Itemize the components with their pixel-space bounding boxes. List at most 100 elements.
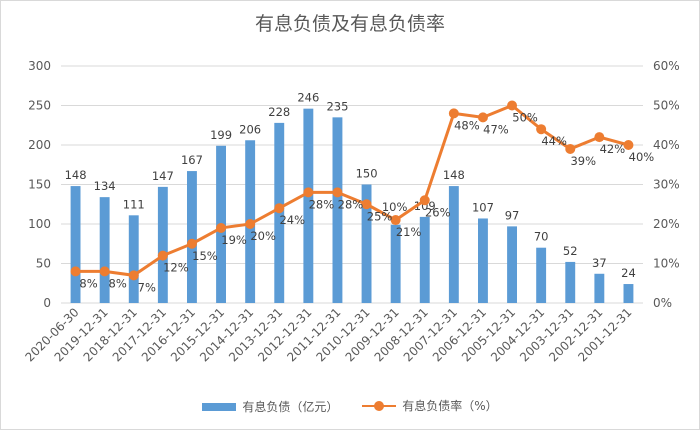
bar — [565, 261, 576, 303]
bar — [623, 284, 634, 303]
legend-item-ratio: 有息负债率（%） — [362, 397, 498, 414]
bar-data-label: 148 — [443, 168, 465, 182]
bar — [478, 218, 488, 303]
y-right-tick: 60% — [653, 59, 680, 73]
line-data-label: 25% — [367, 209, 393, 223]
bar-data-label: 37 — [592, 256, 607, 270]
bar-data-label: 52 — [563, 244, 578, 258]
y-right-tick: 10% — [653, 257, 680, 271]
y-right-tick: 40% — [653, 138, 680, 152]
line-data-label: 24% — [279, 213, 305, 227]
line-data-label: 28% — [338, 197, 364, 211]
line-data-label: 8% — [109, 276, 127, 290]
overlap-label: 10% — [382, 200, 408, 214]
line-data-label: 12% — [163, 261, 189, 275]
line-data-label: 44% — [541, 134, 567, 148]
y-right-tick: 30% — [653, 178, 680, 192]
bar-data-label: 228 — [268, 105, 290, 119]
legend-line-swatch — [362, 400, 397, 411]
line-data-label: 20% — [250, 229, 276, 243]
legend-label-ratio: 有息负债率（%） — [402, 399, 498, 413]
bar — [448, 186, 459, 303]
ratio-point — [536, 124, 547, 135]
line-data-label: 40% — [629, 150, 655, 164]
ratio-point — [390, 215, 401, 226]
line-data-label: 15% — [192, 249, 218, 263]
bar-data-label: 134 — [94, 179, 116, 193]
line-data-label: 26% — [425, 205, 451, 219]
bar-data-label: 199 — [210, 128, 232, 142]
bar — [507, 226, 517, 303]
bar-data-label: 70 — [534, 230, 549, 244]
line-data-label: 50% — [512, 111, 538, 125]
line-data-label: 42% — [600, 142, 626, 156]
bar — [70, 186, 81, 303]
ratio-point — [477, 112, 488, 123]
line-data-label: 19% — [221, 233, 247, 247]
legend-bar-swatch — [202, 402, 237, 411]
bar-data-label: 111 — [123, 197, 145, 211]
ratio-point — [157, 250, 168, 261]
ratio-point — [332, 187, 343, 198]
y-left-tick: 300 — [28, 59, 51, 73]
ratio-point — [216, 222, 227, 233]
bar — [157, 186, 168, 303]
ratio-point — [448, 108, 459, 119]
ratio-point — [99, 266, 110, 277]
bar — [536, 247, 547, 303]
y-left-tick: 250 — [28, 99, 51, 113]
bar — [187, 171, 197, 303]
ratio-point — [565, 143, 576, 154]
y-right-tick: 0% — [653, 296, 672, 310]
bar — [594, 273, 605, 303]
ratio-point — [623, 140, 634, 150]
bar — [99, 197, 110, 303]
line-data-label: 7% — [138, 280, 156, 294]
line-data-label: 28% — [309, 197, 335, 211]
bar — [128, 215, 139, 303]
bar-data-label: 206 — [239, 122, 261, 136]
legend: 有息负债（亿元） 有息负债率（%） — [1, 397, 699, 415]
bar — [419, 216, 430, 303]
ratio-point — [186, 238, 197, 249]
ratio-point — [361, 199, 372, 210]
bar-data-label: 148 — [65, 168, 87, 182]
chart-title: 有息负债及有息负债率 — [254, 13, 445, 35]
ratio-point — [245, 219, 256, 229]
bar-data-label: 167 — [181, 153, 203, 167]
bar — [303, 108, 314, 303]
line-data-label: 47% — [483, 122, 509, 136]
ratio-point — [507, 100, 518, 111]
y-left-tick: 50 — [36, 257, 51, 271]
y-right-tick: 50% — [653, 99, 680, 113]
ratio-point — [128, 270, 139, 281]
legend-label-debt: 有息负债（亿元） — [242, 400, 339, 414]
line-data-label: 39% — [570, 154, 596, 168]
y-left-tick: 200 — [28, 138, 51, 152]
bar — [332, 117, 343, 303]
line-data-label: 8% — [79, 276, 97, 290]
ratio-point — [70, 266, 81, 277]
bar-data-label: 235 — [326, 99, 348, 113]
legend-item-debt: 有息负债（亿元） — [202, 398, 338, 415]
bar-data-label: 97 — [505, 208, 520, 222]
bar-data-label: 147 — [152, 169, 174, 183]
line-data-label: 48% — [454, 118, 480, 132]
ratio-line — [75, 104, 629, 277]
ratio-point — [594, 132, 605, 143]
bar — [361, 184, 372, 303]
ratio-point — [274, 203, 285, 214]
ratio-point — [419, 195, 430, 206]
bar-data-label: 107 — [472, 200, 494, 214]
bar-data-label: 150 — [356, 167, 378, 181]
y-left-tick: 0 — [43, 296, 51, 310]
bar-data-label: 246 — [297, 91, 319, 105]
bar — [390, 224, 401, 303]
y-right-tick: 20% — [653, 217, 680, 231]
line-data-label: 21% — [396, 225, 422, 239]
y-left-tick: 100 — [28, 217, 51, 231]
y-left-tick: 150 — [28, 178, 51, 192]
ratio-point — [303, 187, 314, 198]
